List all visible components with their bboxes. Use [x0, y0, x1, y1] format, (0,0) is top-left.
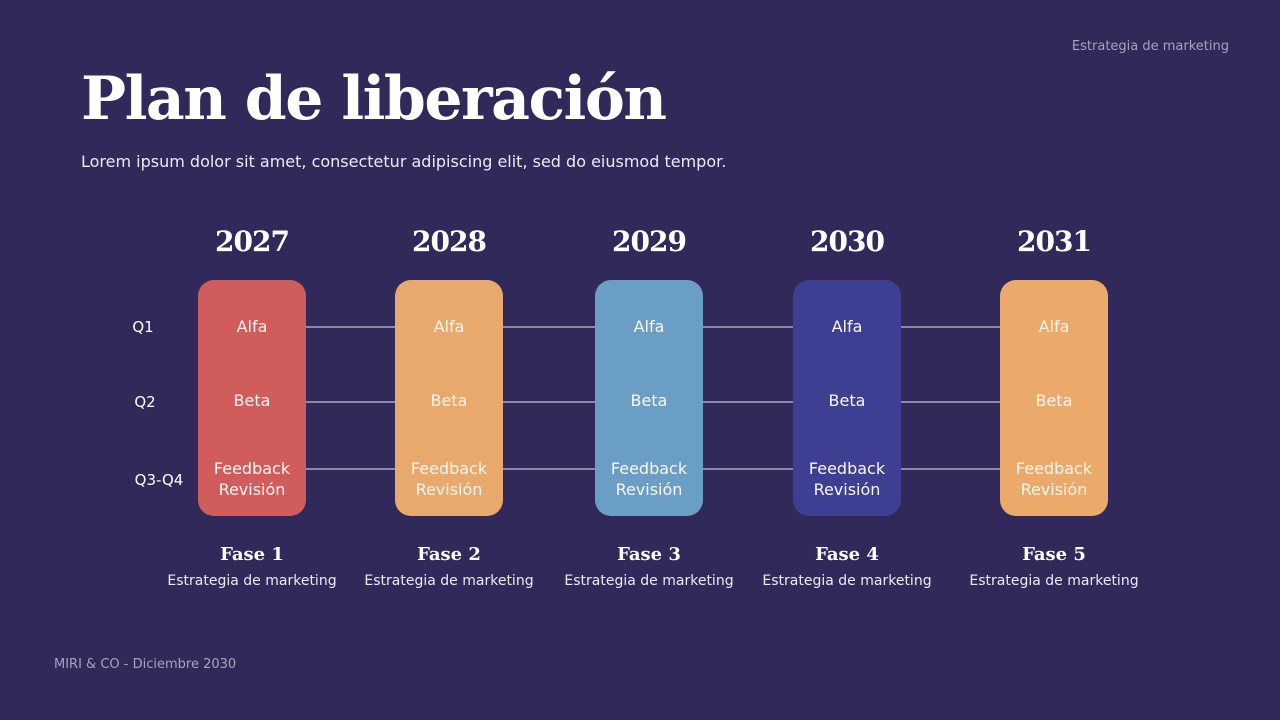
phase-item-alfa: Alfa	[236, 317, 268, 336]
phase-item-beta: Beta	[430, 391, 468, 410]
phase-year: 2030	[810, 225, 885, 258]
phase-column: 2031 Alfa Beta Feedback Revisión Fase 5 …	[954, 225, 1154, 589]
phase-item-feedback: Feedback	[808, 459, 886, 478]
phase-item-revision: Revisión	[813, 480, 881, 499]
phase-year: 2029	[612, 225, 687, 258]
phase-name: Fase 5	[1022, 544, 1086, 565]
phase-name: Fase 3	[617, 544, 681, 565]
phase-box: Alfa Beta Feedback Revisión	[595, 280, 703, 516]
phase-name: Fase 4	[815, 544, 879, 565]
row-label-q3-q4: Q3-Q4	[134, 471, 184, 489]
page-title: Plan de liberación	[81, 64, 667, 134]
phase-column: 2027 Alfa Beta Feedback Revisión Fase 1 …	[152, 225, 352, 589]
phase-name: Fase 2	[417, 544, 481, 565]
phase-item-feedback: Feedback	[213, 459, 291, 478]
phase-item-feedback: Feedback	[1015, 459, 1093, 478]
phase-item-alfa: Alfa	[633, 317, 665, 336]
phase-item-beta: Beta	[828, 391, 866, 410]
phase-item-revision: Revisión	[218, 480, 286, 499]
header-label: Estrategia de marketing	[1071, 39, 1229, 54]
phase-box: Alfa Beta Feedback Revisión	[198, 280, 306, 516]
phase-year: 2028	[412, 225, 487, 258]
phase-item-beta: Beta	[1035, 391, 1073, 410]
row-label-q1: Q1	[132, 318, 154, 336]
phase-item-alfa: Alfa	[1038, 317, 1070, 336]
phase-description: Estrategia de marketing	[364, 573, 534, 589]
phase-year: 2031	[1017, 225, 1092, 258]
phase-item-beta: Beta	[233, 391, 271, 410]
phase-description: Estrategia de marketing	[167, 573, 337, 589]
phase-item-feedback: Feedback	[610, 459, 688, 478]
page-subtitle: Lorem ipsum dolor sit amet, consectetur …	[81, 152, 727, 171]
phase-box: Alfa Beta Feedback Revisión	[395, 280, 503, 516]
phase-name: Fase 1	[220, 544, 284, 565]
phase-item-revision: Revisión	[1020, 480, 1088, 499]
phase-column: 2030 Alfa Beta Feedback Revisión Fase 4 …	[747, 225, 947, 589]
phase-box: Alfa Beta Feedback Revisión	[793, 280, 901, 516]
phase-year: 2027	[215, 225, 290, 258]
phase-box: Alfa Beta Feedback Revisión	[1000, 280, 1108, 516]
phase-column: 2028 Alfa Beta Feedback Revisión Fase 2 …	[349, 225, 549, 589]
footer-text: MIRI & CO - Diciembre 2030	[54, 657, 237, 672]
phase-item-feedback: Feedback	[410, 459, 488, 478]
phase-description: Estrategia de marketing	[762, 573, 932, 589]
phase-column: 2029 Alfa Beta Feedback Revisión Fase 3 …	[549, 225, 749, 589]
row-label-q2: Q2	[134, 393, 156, 411]
phase-description: Estrategia de marketing	[564, 573, 734, 589]
phase-item-revision: Revisión	[415, 480, 483, 499]
phase-item-alfa: Alfa	[831, 317, 863, 336]
phase-item-revision: Revisión	[615, 480, 683, 499]
phase-item-alfa: Alfa	[433, 317, 465, 336]
phase-item-beta: Beta	[630, 391, 668, 410]
phase-description: Estrategia de marketing	[969, 573, 1139, 589]
